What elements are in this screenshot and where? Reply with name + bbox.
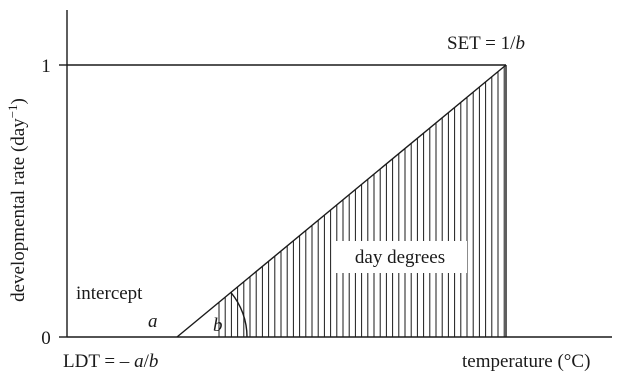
y-tick-label-0: 0 xyxy=(41,328,51,349)
slope-angle-arc xyxy=(230,291,248,338)
intercept-variable: a xyxy=(148,311,158,332)
set-label: SET = 1/b xyxy=(447,33,525,54)
x-axis-label: temperature (°C) xyxy=(462,351,590,372)
intercept-label: intercept xyxy=(76,283,143,304)
y-axis-label: developmental rate (day−1) xyxy=(5,98,30,302)
y-tick-label-1: 1 xyxy=(41,56,51,77)
day-degrees-hatching xyxy=(218,66,505,337)
day-degrees-label-background xyxy=(333,241,467,273)
slope-variable: b xyxy=(213,315,223,336)
developmental-rate-line xyxy=(176,64,507,338)
ldt-label: LDT = – a/b xyxy=(63,351,158,372)
day-degrees-label: day degrees xyxy=(355,247,445,268)
